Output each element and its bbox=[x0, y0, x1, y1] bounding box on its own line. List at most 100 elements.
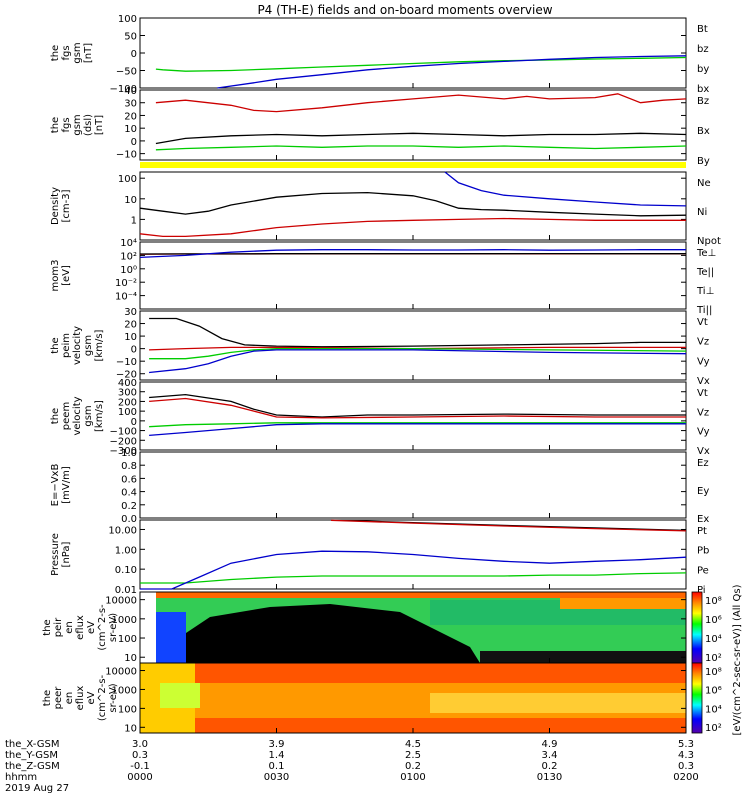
y-axis-label-line: the bbox=[42, 690, 53, 706]
y-axis-label-line: the bbox=[42, 619, 53, 635]
y-axis-label: thefgsgsm(dsl)[nT] bbox=[50, 114, 105, 136]
panel-frame bbox=[139, 451, 687, 519]
legend-label: Ti⊥ bbox=[696, 286, 714, 297]
legend-label: Vy bbox=[697, 427, 710, 438]
x-row-label: the_Y-GSM bbox=[5, 750, 58, 761]
y-tick-label: −10 bbox=[116, 357, 137, 368]
y-tick-label: 10 bbox=[124, 195, 137, 206]
legend-label: Vt bbox=[697, 388, 708, 399]
x-tick-label: 0.2 bbox=[542, 761, 558, 772]
y-tick-label: 0.0 bbox=[121, 514, 137, 525]
legend-label: Bz bbox=[697, 96, 709, 107]
legend-label: Bx bbox=[697, 126, 710, 137]
series-line-Pb bbox=[331, 519, 687, 532]
series-line-by bbox=[155, 56, 687, 72]
y-axis-label-line: E=−VxB bbox=[50, 464, 61, 507]
x-tick-label: 0.3 bbox=[678, 761, 694, 772]
legend-label: Ne bbox=[697, 178, 711, 189]
y-tick-label: 1000 bbox=[112, 615, 137, 626]
y-axis-label-line: eV bbox=[86, 691, 97, 704]
y-axis-label-line: [cm-3] bbox=[61, 189, 72, 222]
y-axis-label-line: eV bbox=[86, 621, 97, 634]
legend-label: Pi bbox=[697, 585, 706, 596]
plot-title: P4 (TH-E) fields and on-board moments ov… bbox=[257, 3, 552, 17]
panel-3: 10⁻⁴ 10⁻² 10⁰ 10² 10⁴ mom3[eV] Te⊥ Te|| Ti⊥ Ti|| bbox=[50, 238, 716, 316]
colorbar-tick-label: 10⁴ bbox=[705, 634, 722, 645]
colorbar bbox=[691, 662, 703, 734]
series-line-Npot bbox=[444, 171, 687, 207]
y-tick-label: 10000 bbox=[105, 596, 137, 607]
colorbar-tick-label: 10⁸ bbox=[705, 596, 722, 607]
y-tick-label: 0 bbox=[131, 137, 137, 148]
series-line-Vt bbox=[149, 393, 686, 418]
legend-label: bz bbox=[697, 44, 709, 55]
legend-label: By bbox=[697, 156, 710, 167]
y-tick-label: 40 bbox=[124, 86, 137, 97]
colorbar-tick-label: 10⁶ bbox=[705, 686, 722, 697]
y-tick-label: 10 bbox=[124, 723, 137, 734]
y-axis-label-line: the bbox=[50, 45, 61, 61]
y-tick-label: 20 bbox=[124, 111, 137, 122]
series-line-Pe bbox=[140, 572, 687, 584]
legend-label: Ni bbox=[697, 207, 707, 218]
legend-label: Vx bbox=[697, 376, 710, 387]
colorbar-tick-label: 10² bbox=[705, 723, 722, 734]
x-row-label: hhmm bbox=[5, 772, 37, 783]
x-axis-labels: the_X-GSMthe_Y-GSMthe_Z-GSMhhmm3.00.3-0.… bbox=[5, 739, 699, 794]
y-tick-label: 0 bbox=[131, 49, 137, 60]
y-axis-label-line: [nT] bbox=[94, 115, 105, 135]
panel-frame bbox=[139, 241, 687, 310]
y-axis-label: mom3[eV] bbox=[50, 260, 72, 292]
y-axis-label-line: peer bbox=[53, 686, 64, 710]
y-axis-label: thepeimvelocitygsm[km/s] bbox=[50, 326, 105, 365]
series-line-Pi bbox=[140, 550, 687, 590]
y-tick-label: 100 bbox=[118, 407, 137, 418]
y-tick-label: 10 bbox=[124, 124, 137, 135]
spectrogram-band bbox=[430, 693, 686, 713]
y-tick-label: 10⁻² bbox=[115, 278, 137, 289]
colorbar-tick-label: 10⁸ bbox=[705, 667, 722, 678]
panel-frame bbox=[139, 171, 687, 241]
y-axis-label-line: [mV/m] bbox=[61, 466, 72, 504]
spectrogram-high-band bbox=[560, 597, 686, 609]
y-axis-label-line: gsm bbox=[72, 114, 83, 135]
y-tick-label: −100 bbox=[110, 427, 137, 438]
y-axis-label: Density[cm-3] bbox=[50, 187, 72, 225]
y-axis-label: thefgsgsm[nT] bbox=[50, 42, 94, 63]
series-line-Vy bbox=[149, 347, 687, 360]
series-line-Vt bbox=[149, 317, 686, 348]
legend-label: Vz bbox=[697, 407, 709, 418]
y-tick-label: 30 bbox=[124, 99, 137, 110]
y-axis-label-line: en bbox=[64, 692, 75, 705]
spectrogram-blue-edge bbox=[156, 612, 186, 663]
series-line-bx bbox=[217, 55, 687, 89]
y-axis-label-line: gsm bbox=[83, 335, 94, 356]
y-tick-label: −100 bbox=[110, 84, 137, 95]
y-axis-label: thepeirenefluxeV(cm^2-s-sr-eV) bbox=[42, 604, 119, 651]
y-tick-label: 400 bbox=[118, 378, 137, 389]
legend-label: Ex bbox=[697, 514, 709, 525]
series-line-Vz bbox=[149, 397, 686, 419]
y-tick-label: 1 bbox=[131, 215, 137, 226]
y-axis-label-line: gsm bbox=[83, 405, 94, 426]
colorbar-title: [eV/(cm^2-sec-sr-eV)] (All Qs) bbox=[732, 584, 743, 735]
y-tick-label: 100 bbox=[118, 14, 137, 25]
y-tick-label: 300 bbox=[118, 388, 137, 399]
y-axis-label-line: peir bbox=[53, 617, 64, 637]
series-line-Bz bbox=[155, 93, 687, 113]
series-line-Vy bbox=[149, 422, 686, 428]
y-tick-label: 10² bbox=[120, 251, 137, 262]
series-line-Ne bbox=[139, 217, 686, 238]
y-tick-label: 0.6 bbox=[121, 474, 137, 485]
legend-label: Te|| bbox=[696, 267, 714, 278]
series-line-Vx bbox=[149, 349, 687, 374]
y-axis-label-line: sr-eV) bbox=[108, 613, 119, 642]
colorbar-tick-label: 10⁶ bbox=[705, 615, 722, 626]
x-tick-label: 5.3 bbox=[678, 739, 694, 750]
legend-label: by bbox=[697, 64, 709, 75]
series-line-Ni bbox=[139, 191, 687, 217]
x-tick-label: -0.1 bbox=[130, 761, 150, 772]
colorbar-tick-label: 10² bbox=[705, 653, 722, 664]
